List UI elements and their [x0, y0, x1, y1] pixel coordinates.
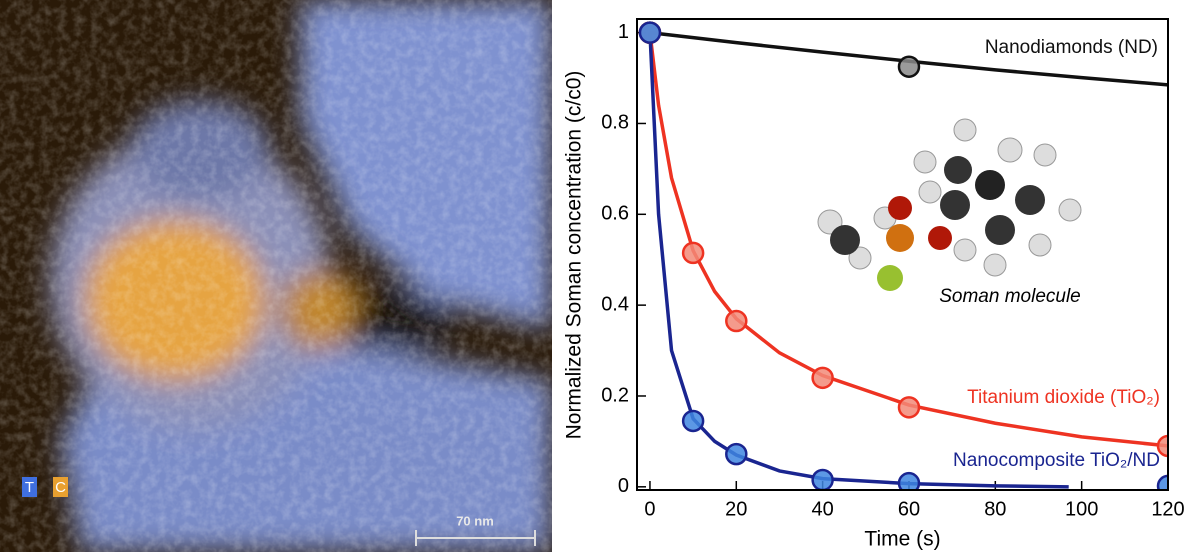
data-point: [811, 468, 834, 490]
legend-label: C: [55, 479, 66, 496]
y-tick-label: 0: [618, 475, 629, 497]
plot-frame: [636, 18, 1169, 491]
data-point: [897, 55, 921, 78]
y-axis-label: Normalized Soman concentration (c/c0): [563, 71, 586, 440]
legend-label: T: [25, 479, 34, 496]
series-label: Titanium dioxide (TiO₂): [967, 387, 1160, 408]
data-point: [725, 442, 748, 466]
fit-line: [648, 32, 1168, 448]
annotation: Soman molecule: [939, 286, 1081, 307]
data-point: [1156, 474, 1168, 490]
molecule: [817, 118, 1082, 291]
microscopy-image: T C 70 nm: [0, 0, 552, 552]
data-point: [811, 366, 834, 390]
x-tick-label: 120: [1151, 498, 1184, 520]
data-point: [681, 409, 705, 433]
y-tick-label: 0.6: [601, 203, 629, 225]
data-point: [725, 309, 748, 333]
x-tick-label: 0: [644, 498, 655, 520]
x-tick-label: 20: [725, 498, 747, 520]
x-tick-label: 80: [984, 498, 1006, 520]
y-tick-label: 1: [618, 21, 629, 43]
x-tick-label: 40: [812, 498, 834, 520]
data-point: [638, 21, 662, 44]
x-tick-label: 100: [1065, 498, 1098, 520]
plot-area: [638, 21, 1168, 490]
scale-bar-label: 70 nm: [456, 513, 494, 528]
series-label: Nanodiamonds (ND): [985, 37, 1158, 58]
y-tick-label: 0.8: [601, 112, 629, 134]
y-tick-label: 0.4: [601, 293, 629, 315]
data-point: [897, 396, 921, 419]
data-point: [897, 471, 921, 490]
data-point: [681, 241, 705, 265]
x-axis-label: Time (s): [864, 528, 940, 551]
y-tick-label: 0.2: [601, 384, 629, 406]
series-label: Nanocomposite TiO₂/ND: [953, 450, 1160, 471]
x-tick-label: 60: [898, 498, 920, 520]
data-point: [1156, 434, 1168, 458]
